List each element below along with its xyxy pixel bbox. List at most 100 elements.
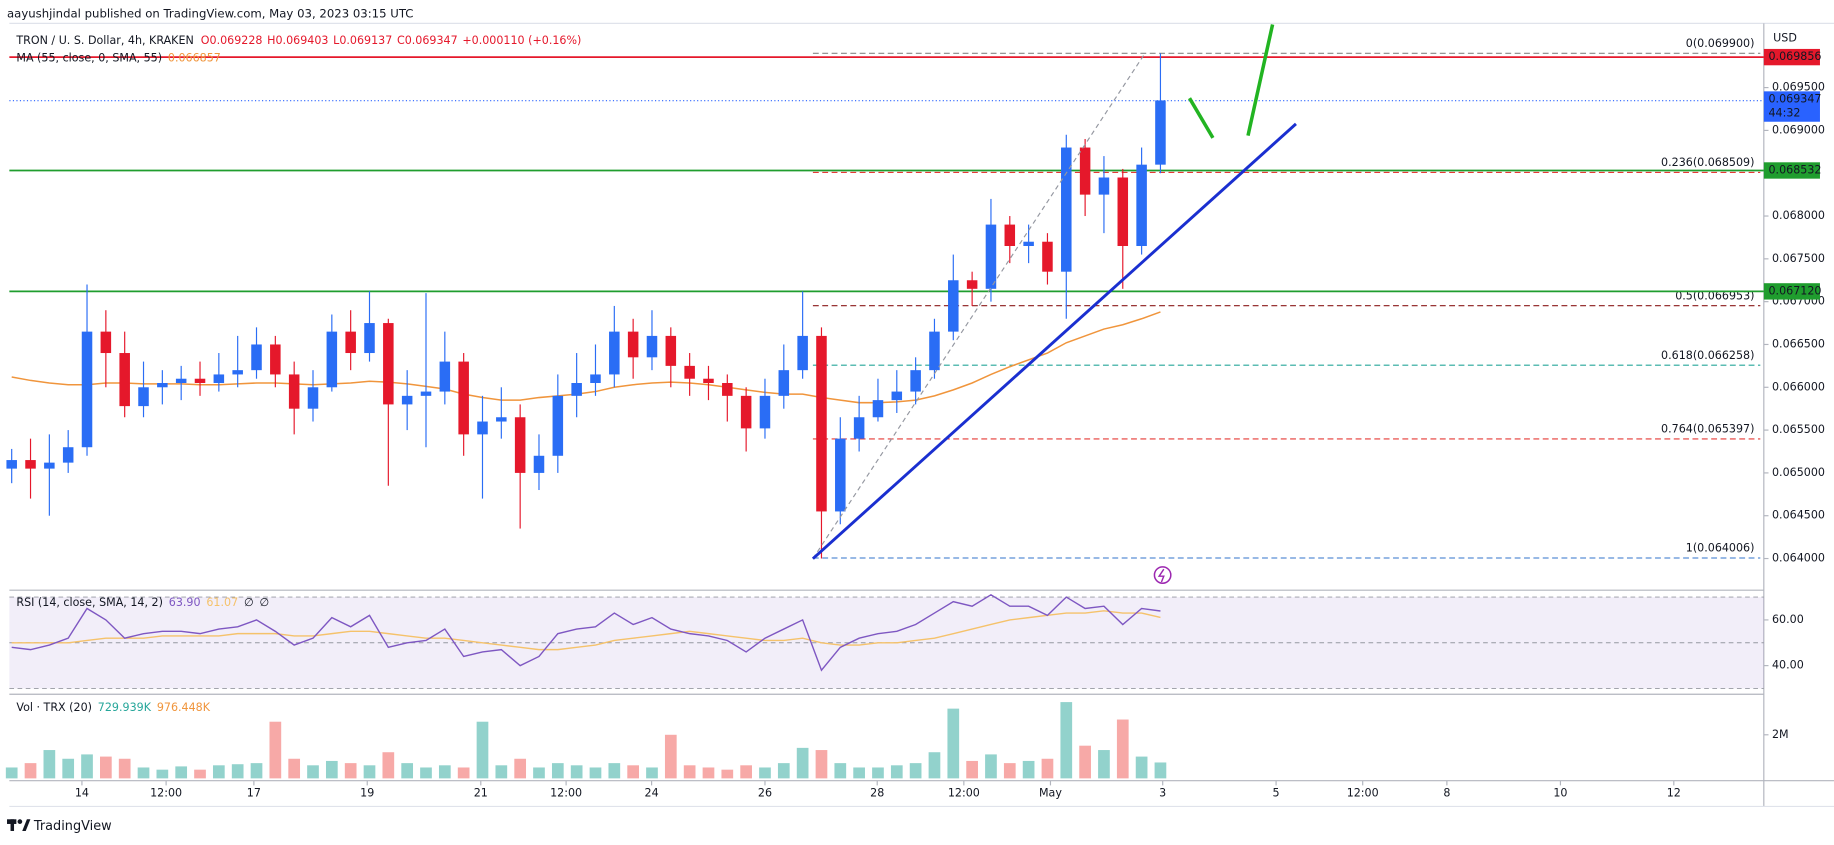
volume-bar: [401, 763, 414, 779]
volume-bar: [231, 764, 244, 779]
candle-body: [778, 370, 790, 396]
candle-body: [1061, 147, 1072, 272]
candle-body: [853, 417, 865, 439]
volume-bar: [608, 763, 621, 779]
y-tick-label: 0.067500: [1772, 252, 1825, 265]
candle-body: [496, 417, 507, 422]
volume-bar: [928, 752, 941, 779]
volume-bar: [495, 765, 508, 779]
event-icon-bolt: [1157, 568, 1165, 583]
candle-body: [175, 378, 187, 384]
x-tick-label: 14: [75, 787, 89, 800]
x-tick-label: 24: [645, 787, 659, 800]
rsi-empty: ∅: [244, 596, 254, 609]
candle-body: [44, 462, 55, 469]
candle-body: [326, 331, 338, 388]
vol-value: 729.939K: [98, 701, 152, 714]
rsi-name: RSI (14, close, SMA, 14, 2): [16, 596, 163, 609]
candle-body: [966, 280, 978, 289]
path-arrow: [1188, 97, 1215, 139]
brand-logo: [7, 819, 31, 831]
candle-body: [251, 344, 262, 371]
volume-bar: [796, 747, 809, 779]
candle-body: [100, 331, 112, 354]
x-tick-label: 12:00: [948, 787, 980, 800]
volume-bar: [909, 763, 922, 779]
candle-body: [797, 335, 808, 371]
volume-bar: [683, 765, 696, 779]
candle-body: [552, 395, 564, 456]
candle-body: [364, 323, 375, 354]
price-badge-label: 0.069856: [1769, 50, 1822, 63]
volume-bar: [1135, 756, 1148, 779]
volume-bar: [288, 758, 301, 779]
volume-bar: [156, 769, 169, 779]
y-tick-label: 0.069000: [1772, 123, 1825, 136]
volume-bar: [551, 763, 564, 779]
candle-body: [1079, 147, 1091, 195]
x-tick-label: May: [1039, 787, 1062, 800]
vol-ma-value: 976.448K: [157, 701, 211, 714]
volume-bar: [514, 758, 527, 779]
currency: USD: [1773, 32, 1797, 45]
volume-bar: [947, 708, 960, 779]
candle-body: [1117, 177, 1129, 247]
x-tick-label: 12: [1667, 787, 1681, 800]
volume-bar: [740, 765, 752, 779]
volume-bar: [344, 763, 357, 779]
last-price-badge: [1763, 91, 1820, 122]
candle-body: [1155, 100, 1166, 165]
candle-body: [910, 370, 921, 392]
ma-value: 0.066857: [168, 51, 221, 64]
volume-bar: [212, 765, 225, 779]
candle-body: [590, 374, 601, 384]
ma-line: [11, 311, 1161, 404]
ma-name: MA (55, close, 0, SMA, 55): [16, 51, 162, 64]
countdown: 44:32: [1769, 107, 1801, 120]
volume-bar: [1116, 719, 1129, 779]
candle-body: [439, 361, 451, 392]
event-icon[interactable]: [1153, 566, 1172, 584]
candle-body: [646, 335, 658, 358]
x-tick-label: 3: [1159, 787, 1166, 800]
fib-label: 0.618(0.066258): [1661, 349, 1754, 362]
candle-body: [1004, 224, 1016, 247]
ohlc: O0.069228: [201, 34, 263, 47]
rsi-ma-value: 61.07: [206, 596, 238, 609]
candle-body: [872, 400, 884, 418]
vol-name: Vol · TRX (20): [16, 701, 92, 714]
candle-body: [345, 331, 356, 354]
volume-bar: [438, 765, 451, 779]
candle-body: [157, 383, 168, 388]
y-tick-label: 0.069500: [1772, 81, 1825, 94]
last-price-label: 0.069347: [1769, 93, 1822, 106]
y-tick-label: 40.00: [1772, 659, 1804, 672]
vol-legend: Vol · TRX (20) 729.939K 976.448K: [16, 701, 210, 714]
volume-bar: [834, 763, 847, 779]
plot: 0.064000 0.064500 0.065000 0.065500 0.066000…: [5, 37, 1825, 800]
volume-bar: [1079, 745, 1091, 779]
x-tick-label: 19: [360, 787, 374, 800]
volume-bar: [363, 765, 376, 779]
volume-bar: [250, 763, 263, 779]
rsi-line: [11, 610, 1161, 651]
rsi-legend: RSI (14, close, SMA, 14, 2) 63.90 61.07 ∅ ∅: [16, 596, 269, 609]
price-badge: [1763, 162, 1820, 179]
x-tick-label: 12:00: [150, 787, 182, 800]
volume-bar: [269, 721, 282, 779]
candle-body: [722, 383, 733, 396]
y-tick-label: 0.064500: [1772, 509, 1825, 522]
y-tick-label: 0.066500: [1772, 337, 1825, 350]
candle-body: [627, 331, 639, 358]
volume-bar: [646, 767, 658, 779]
candle-body: [62, 447, 74, 463]
volume-bar: [476, 721, 489, 779]
candle-body: [948, 280, 959, 332]
volume-bar: [664, 734, 677, 779]
volume-bar: [1003, 763, 1016, 779]
volume-bar: [43, 750, 56, 779]
fib-trend: [812, 54, 1145, 559]
candle-body: [1136, 164, 1147, 247]
volume-bar: [702, 767, 715, 779]
